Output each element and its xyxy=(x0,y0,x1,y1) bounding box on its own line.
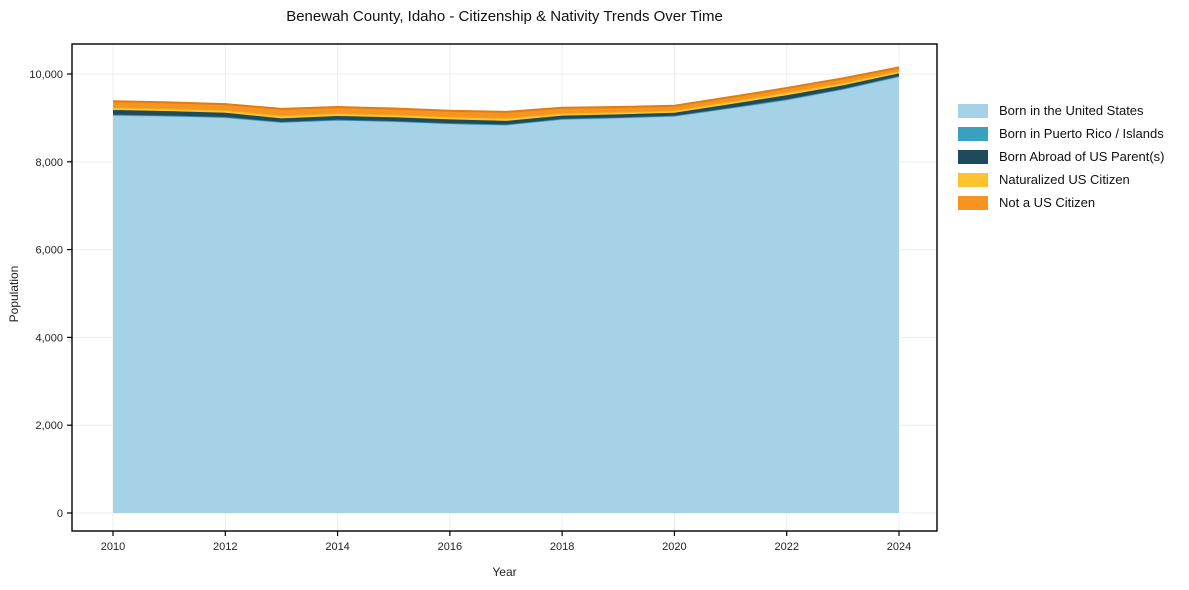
legend-swatch xyxy=(958,103,988,118)
legend-item: Born in Puerto Rico / Islands xyxy=(958,126,1164,141)
x-tick-label: 2018 xyxy=(550,541,574,553)
legend-swatch xyxy=(958,172,988,187)
y-tick-label: 2,000 xyxy=(35,420,63,432)
y-tick-label: 0 xyxy=(57,508,63,520)
x-tick-label: 2020 xyxy=(662,541,686,553)
legend-item: Not a US Citizen xyxy=(958,195,1164,210)
area-band-0 xyxy=(113,76,899,513)
legend-label: Born in the United States xyxy=(999,103,1144,118)
x-tick-label: 2024 xyxy=(887,541,911,553)
legend-label: Naturalized US Citizen xyxy=(999,172,1130,187)
area-band-edge-4 xyxy=(112,66,900,113)
y-tick-label: 6,000 xyxy=(35,245,63,257)
x-tick-label: 2012 xyxy=(213,541,237,553)
x-tick-label: 2022 xyxy=(774,541,798,553)
area-band-4 xyxy=(113,67,899,119)
y-tick-label: 10,000 xyxy=(29,69,63,81)
legend-item: Born Abroad of US Parent(s) xyxy=(958,149,1164,164)
legend: Born in the United States Born in Puerto … xyxy=(958,103,1164,210)
area-band-3 xyxy=(113,70,899,121)
legend-swatch xyxy=(958,149,988,164)
y-tick-label: 8,000 xyxy=(35,157,63,169)
legend-swatch xyxy=(958,126,988,141)
axes-spines xyxy=(71,43,938,532)
legend-label: Born in Puerto Rico / Islands xyxy=(999,126,1164,141)
x-tick-label: 2014 xyxy=(325,541,349,553)
y-axis-label: Population xyxy=(7,265,21,323)
legend-label: Born Abroad of US Parent(s) xyxy=(999,149,1165,164)
x-tick-label: 2016 xyxy=(438,541,462,553)
legend-item: Naturalized US Citizen xyxy=(958,172,1164,187)
chart-title: Benewah County, Idaho - Citizenship & Na… xyxy=(286,8,723,25)
legend-label: Not a US Citizen xyxy=(999,195,1096,210)
x-tick-label: 2010 xyxy=(101,541,125,553)
legend-item: Born in the United States xyxy=(958,103,1164,118)
y-tick-label: 4,000 xyxy=(35,332,63,344)
legend-swatch xyxy=(958,195,988,210)
x-axis-label: Year xyxy=(492,565,517,579)
